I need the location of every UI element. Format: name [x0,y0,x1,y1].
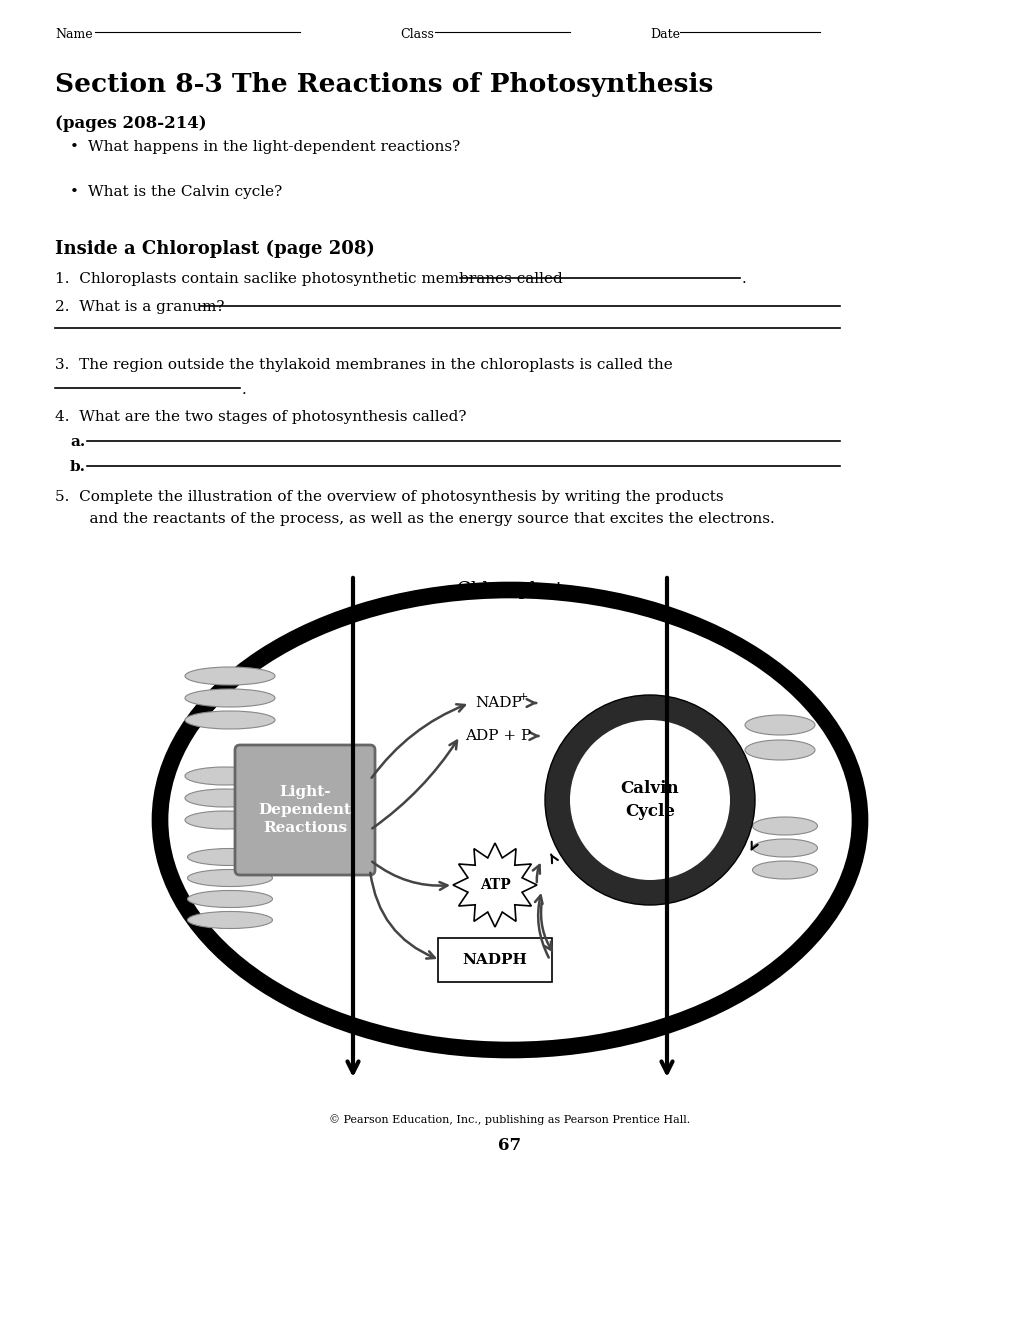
Text: NADPH: NADPH [462,953,527,968]
FancyBboxPatch shape [234,744,375,875]
Ellipse shape [744,715,814,735]
Text: Inside a Chloroplast (page 208): Inside a Chloroplast (page 208) [55,240,375,259]
Ellipse shape [184,667,275,685]
Ellipse shape [184,789,265,807]
Text: 5.  Complete the illustration of the overview of photosynthesis by writing the p: 5. Complete the illustration of the over… [55,490,722,504]
Text: 3.  The region outside the thylakoid membranes in the chloroplasts is called the: 3. The region outside the thylakoid memb… [55,358,673,372]
Text: and the reactants of the process, as well as the energy source that excites the : and the reactants of the process, as wel… [70,512,774,525]
Ellipse shape [752,861,816,879]
Ellipse shape [744,741,814,760]
Text: Name: Name [55,28,93,41]
Circle shape [544,696,754,906]
Text: a.: a. [70,436,86,449]
Text: 2.  What is a granum?: 2. What is a granum? [55,300,224,314]
FancyBboxPatch shape [437,939,551,982]
Ellipse shape [187,891,272,908]
Text: •: • [70,185,78,199]
Text: •: • [70,140,78,154]
Text: b.: b. [70,459,86,474]
Text: +: + [519,692,528,702]
Text: Light-
Dependent
Reactions: Light- Dependent Reactions [258,784,352,836]
Ellipse shape [184,711,275,729]
Text: .: . [242,383,247,397]
Text: Date: Date [649,28,680,41]
Text: Section 8-3 The Reactions of Photosynthesis: Section 8-3 The Reactions of Photosynthe… [55,73,712,96]
Ellipse shape [752,817,816,836]
Text: What happens in the light-dependent reactions?: What happens in the light-dependent reac… [88,140,460,154]
Text: Class: Class [399,28,433,41]
Ellipse shape [187,849,272,866]
Ellipse shape [184,810,265,829]
Text: .: . [741,272,746,286]
Circle shape [570,719,730,880]
Text: ATP: ATP [479,878,510,892]
Text: (pages 208-214): (pages 208-214) [55,115,207,132]
Text: Chloroplast: Chloroplast [457,581,562,599]
Ellipse shape [170,601,849,1040]
Ellipse shape [187,870,272,887]
Text: © Pearson Education, Inc., publishing as Pearson Prentice Hall.: © Pearson Education, Inc., publishing as… [329,1114,690,1126]
Text: 4.  What are the two stages of photosynthesis called?: 4. What are the two stages of photosynth… [55,411,466,424]
Ellipse shape [184,767,265,785]
Ellipse shape [184,689,275,708]
Ellipse shape [187,912,272,928]
Polygon shape [452,843,536,927]
Ellipse shape [752,840,816,857]
Text: What is the Calvin cycle?: What is the Calvin cycle? [88,185,282,199]
Text: ADP + P: ADP + P [465,729,531,743]
Text: 1.  Chloroplasts contain saclike photosynthetic membranes called: 1. Chloroplasts contain saclike photosyn… [55,272,562,286]
Text: Calvin
Cycle: Calvin Cycle [621,780,679,820]
Text: 67: 67 [498,1137,521,1154]
Text: NADP: NADP [475,696,522,710]
